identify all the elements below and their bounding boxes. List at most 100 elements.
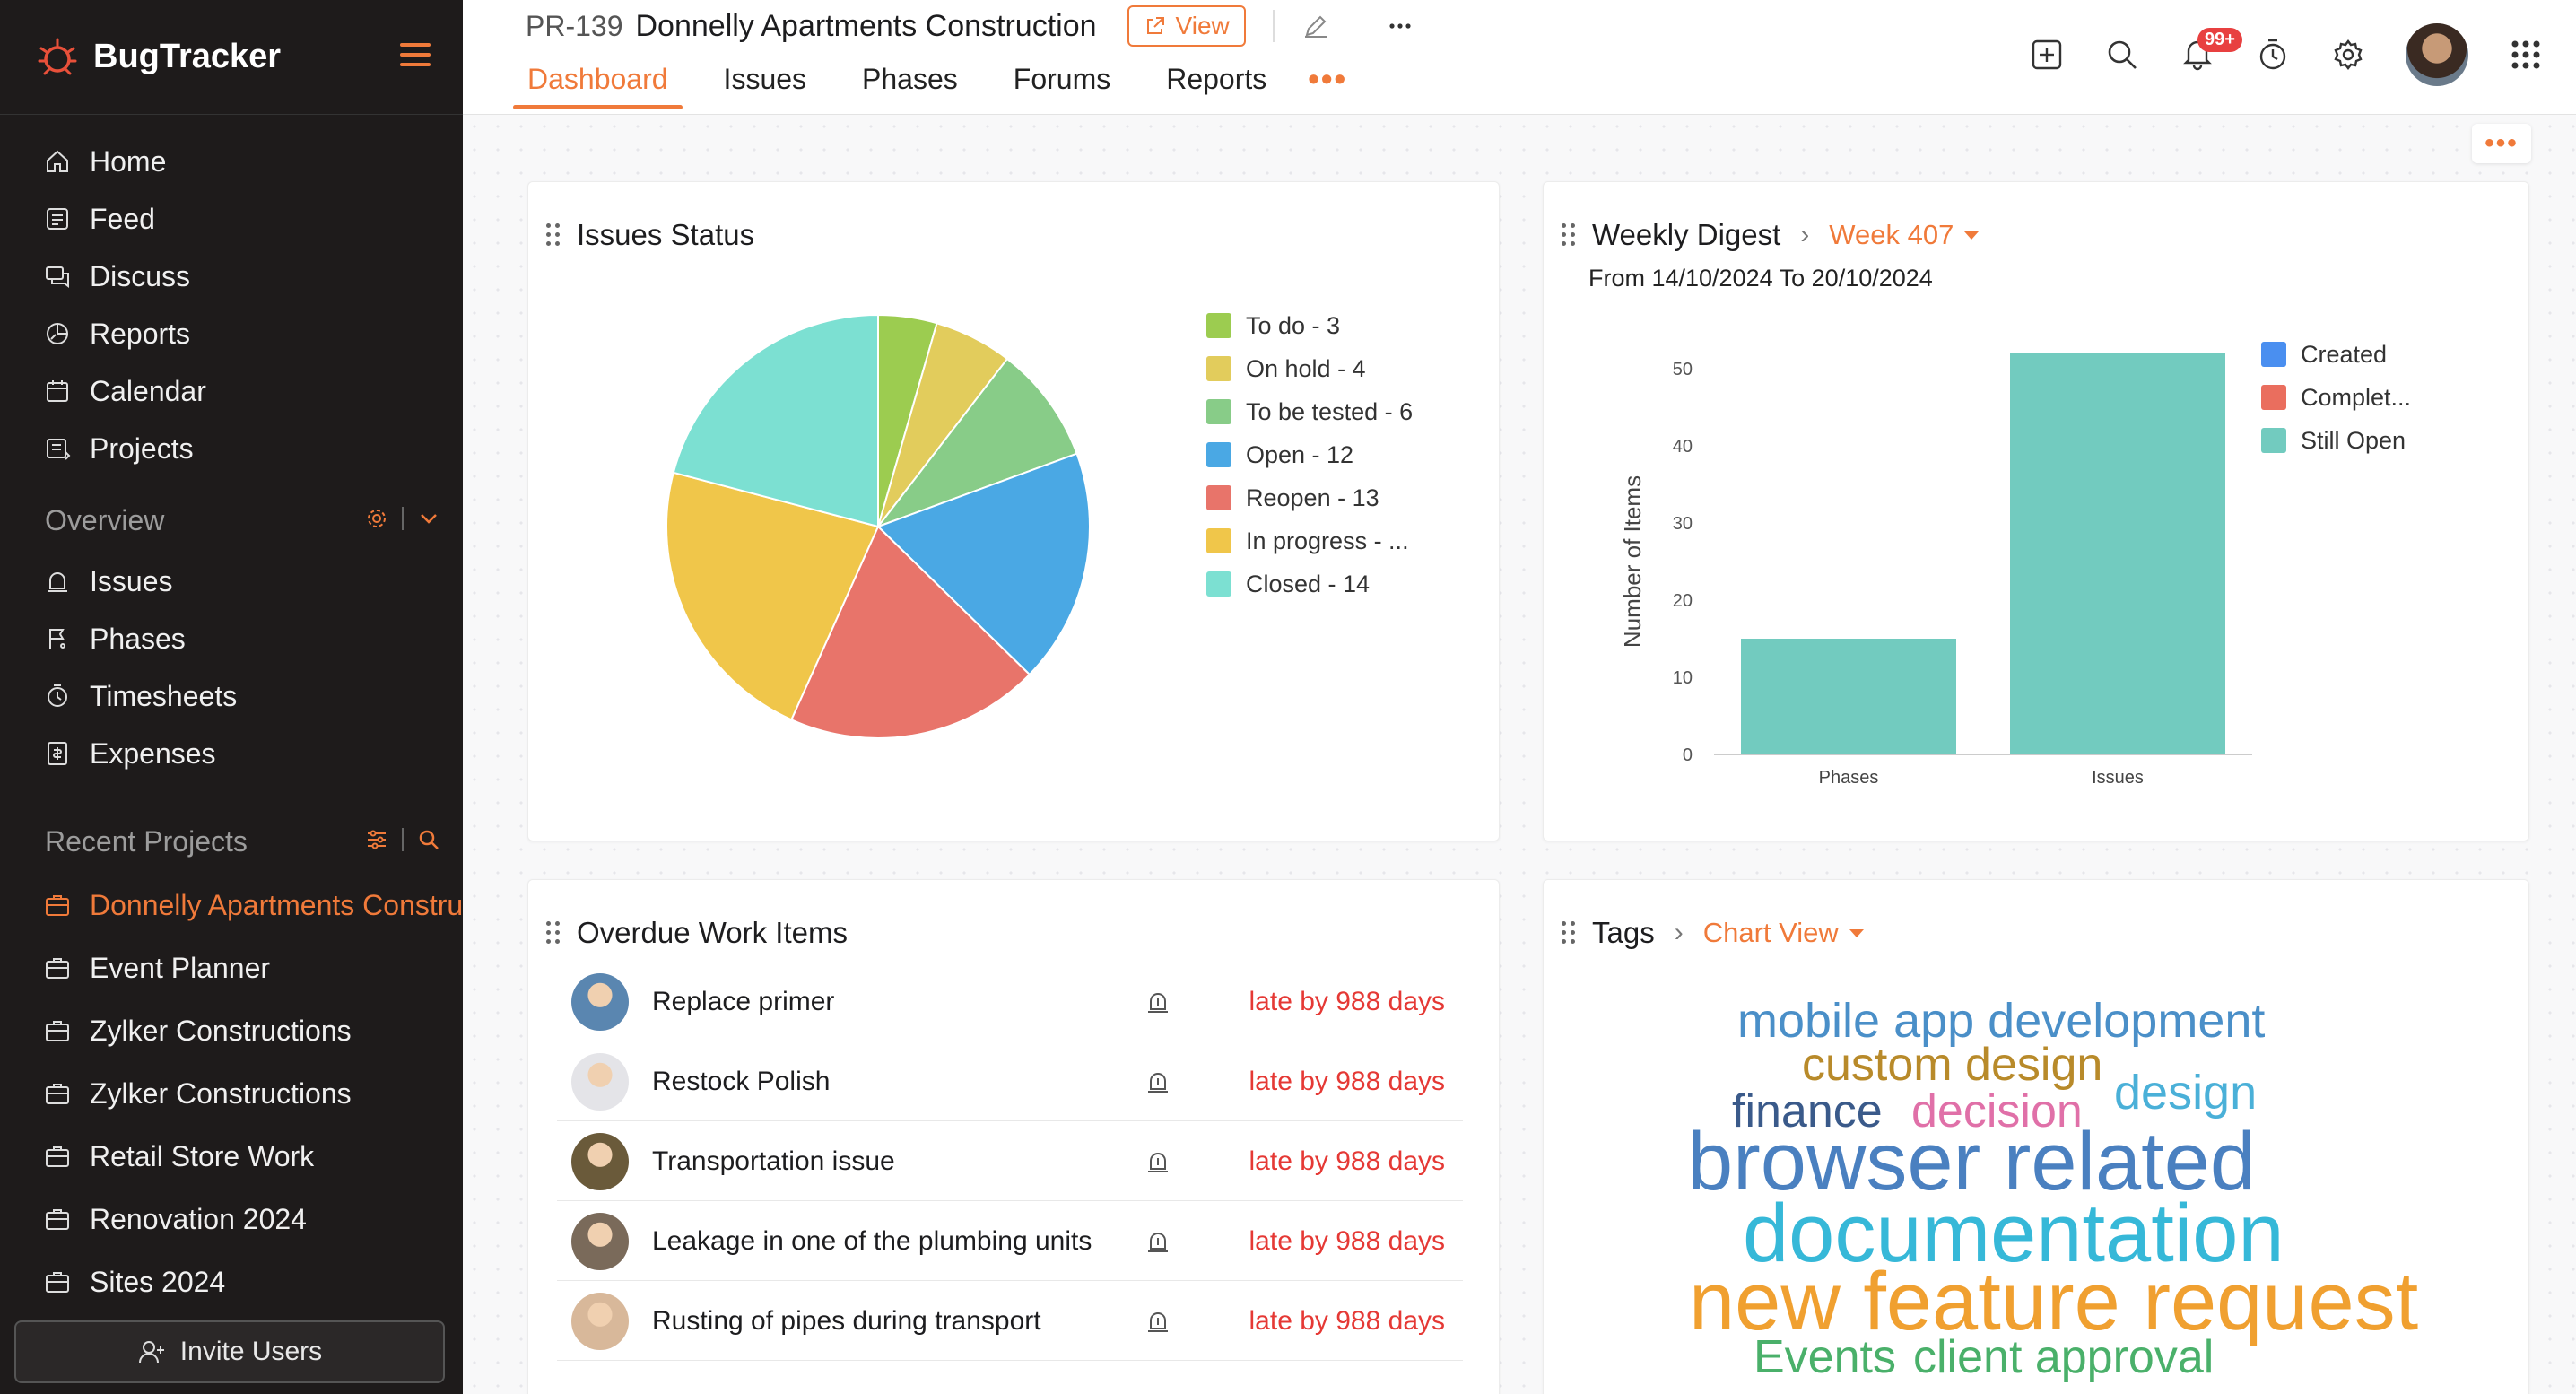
recent-project-item[interactable]: Zylker Constructions: [0, 999, 463, 1062]
nav-calendar-label: Calendar: [90, 374, 206, 407]
nav-home[interactable]: Home: [0, 133, 463, 190]
tag-word[interactable]: design: [2114, 1066, 2258, 1120]
tag-word[interactable]: finance: [1732, 1085, 1883, 1137]
notifications-button[interactable]: 99+: [2180, 27, 2242, 75]
bar[interactable]: [2010, 353, 2225, 754]
y-tick-label: 0: [1683, 745, 1693, 765]
overdue-late-label: late by 988 days: [1249, 1066, 1445, 1096]
tag-word[interactable]: client approval: [1913, 1331, 2215, 1383]
search-icon[interactable]: [416, 827, 441, 852]
legend-item[interactable]: On hold - 4: [1206, 347, 1413, 390]
edit-pen-icon[interactable]: [1301, 12, 1330, 40]
drag-handle-icon[interactable]: [546, 223, 561, 247]
bar[interactable]: [1741, 639, 1956, 754]
dashboard-more-button[interactable]: •••: [2472, 124, 2531, 163]
search-icon[interactable]: [2104, 37, 2140, 73]
overdue-item-row[interactable]: Transportation issue late by 988 days: [557, 1122, 1463, 1201]
recent-project-item[interactable]: Zylker Constructions: [0, 1062, 463, 1125]
assignee-avatar: [571, 1292, 629, 1350]
nav-calendar[interactable]: Calendar: [0, 362, 463, 420]
briefcase-icon: [46, 1209, 69, 1230]
overdue-item-row[interactable]: Leakage in one of the plumbing units late…: [557, 1202, 1463, 1281]
recent-project-label: Zylker Constructions: [90, 1076, 352, 1110]
nav-phases[interactable]: Phases: [0, 610, 463, 667]
pie-slice[interactable]: [876, 452, 1091, 676]
tab-issues[interactable]: Issues: [723, 62, 807, 95]
briefcase-icon: [46, 1272, 69, 1293]
pie-slice[interactable]: [672, 313, 879, 528]
tag-word[interactable]: new feature request: [1689, 1256, 2419, 1347]
nav-discuss[interactable]: Discuss: [0, 248, 463, 305]
overdue-item-row[interactable]: Rusting of pipes during transport late by…: [557, 1282, 1463, 1361]
brand: BugTracker: [0, 0, 463, 115]
nav-expenses[interactable]: Expenses: [0, 725, 463, 782]
drag-handle-icon[interactable]: [1562, 921, 1576, 945]
nav-timesheets[interactable]: Timesheets: [0, 667, 463, 725]
chevron-down-icon[interactable]: [416, 506, 441, 531]
tab-dashboard[interactable]: Dashboard: [513, 54, 683, 109]
add-new-icon[interactable]: [2029, 37, 2065, 73]
legend-swatch: [1206, 528, 1231, 553]
tabs-more-button[interactable]: •••: [1308, 60, 1348, 97]
drag-handle-icon[interactable]: [546, 921, 561, 945]
overdue-title: Overdue Work Items: [577, 916, 848, 949]
legend-item[interactable]: To be tested - 6: [1206, 390, 1413, 433]
tag-word[interactable]: decision: [1911, 1085, 2083, 1137]
legend-item[interactable]: To do - 3: [1206, 304, 1413, 347]
expenses-icon: [48, 742, 67, 765]
legend-item[interactable]: Closed - 14: [1206, 562, 1413, 606]
view-button[interactable]: View: [1127, 5, 1246, 47]
invite-users-button[interactable]: Invite Users: [14, 1320, 445, 1383]
tag-word[interactable]: custom design: [1802, 1039, 2103, 1091]
recent-project-item[interactable]: Renovation 2024: [0, 1188, 463, 1250]
tab-phases[interactable]: Phases: [862, 62, 958, 95]
legend-item[interactable]: Reopen - 13: [1206, 476, 1413, 519]
drag-handle-icon[interactable]: [1562, 223, 1576, 247]
settings-gear-icon[interactable]: [364, 506, 389, 531]
filter-icon[interactable]: [364, 827, 389, 852]
legend-item[interactable]: Complet...: [2261, 376, 2411, 419]
recent-project-item[interactable]: Event Planner: [0, 937, 463, 999]
chevron-right-icon[interactable]: ›: [1674, 918, 1684, 947]
recent-project-item[interactable]: Retail Store Work: [0, 1125, 463, 1188]
tag-word[interactable]: documentation: [1743, 1188, 2284, 1279]
menu-toggle-icon[interactable]: [400, 43, 431, 73]
tag-word[interactable]: Events: [1754, 1331, 1896, 1383]
app-grid-icon[interactable]: [2508, 37, 2544, 73]
weekly-digest-card: Weekly Digest › Week 407 From 14/10/2024…: [1543, 181, 2529, 841]
overdue-late-label: late by 988 days: [1249, 986, 1445, 1016]
legend-item[interactable]: Open - 12: [1206, 433, 1413, 476]
nav-reports[interactable]: Reports: [0, 305, 463, 362]
recent-project-item[interactable]: Donnelly Apartments Construction: [0, 874, 463, 937]
tag-word[interactable]: browser related: [1687, 1116, 2257, 1207]
settings-gear-icon[interactable]: [2330, 37, 2366, 73]
legend-item[interactable]: In progress - ...: [1206, 519, 1413, 562]
nav-timesheets-label: Timesheets: [90, 679, 238, 712]
nav-projects[interactable]: Projects: [0, 420, 463, 477]
legend-item[interactable]: Created: [2261, 333, 2411, 376]
overdue-header: Overdue Work Items: [546, 916, 848, 950]
project-tabs: Dashboard Issues Phases Forums Reports •…: [513, 54, 1347, 113]
pie-slice[interactable]: [790, 525, 1031, 739]
timer-icon[interactable]: [2255, 37, 2291, 73]
overdue-item-row[interactable]: Replace primer late by 988 days: [557, 963, 1463, 1041]
overdue-item-row[interactable]: Restock Polish late by 988 days: [557, 1042, 1463, 1121]
pie-slice[interactable]: [875, 357, 1078, 529]
pie-slice[interactable]: [666, 471, 880, 721]
tab-forums[interactable]: Forums: [1013, 62, 1111, 95]
user-avatar[interactable]: [2406, 23, 2468, 86]
recent-project-item[interactable]: Sites 2024: [0, 1250, 463, 1313]
chevron-right-icon[interactable]: ›: [1800, 220, 1810, 249]
legend-item[interactable]: Still Open: [2261, 419, 2411, 462]
issues-status-title: Issues Status: [577, 218, 755, 251]
legend-label: On hold - 4: [1246, 354, 1366, 382]
overview-section-header[interactable]: Overview: [0, 488, 463, 553]
nav-feed[interactable]: Feed: [0, 190, 463, 248]
chart-view-selector[interactable]: Chart View: [1703, 917, 1864, 949]
tab-reports[interactable]: Reports: [1166, 62, 1267, 95]
more-horizontal-icon[interactable]: [1386, 12, 1414, 40]
week-selector[interactable]: Week 407: [1829, 219, 1979, 251]
nav-issues[interactable]: Issues: [0, 553, 463, 610]
tag-word[interactable]: mobile app development: [1737, 994, 2266, 1048]
x-tick-label: Issues: [2092, 768, 2144, 788]
